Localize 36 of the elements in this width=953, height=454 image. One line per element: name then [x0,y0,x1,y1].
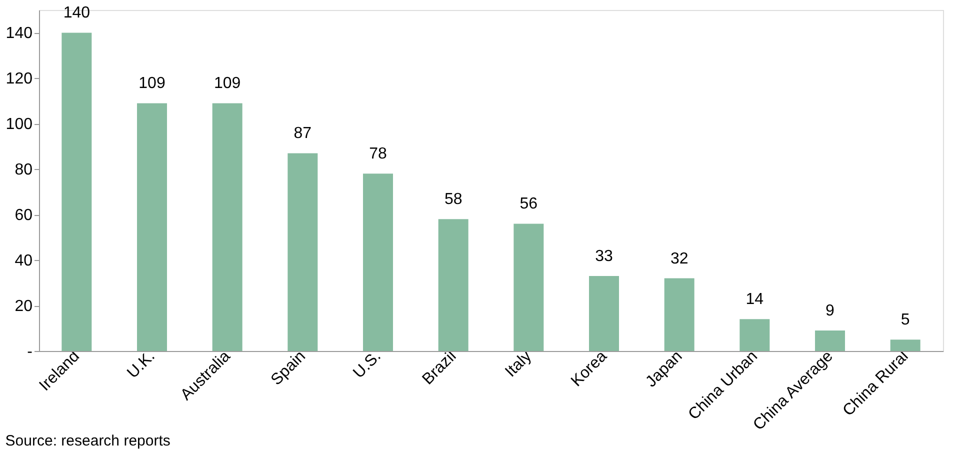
data-label: 33 [595,248,613,265]
bar [212,103,242,351]
source-note: Source: research reports [5,432,170,450]
x-tick-label: U.K. [124,348,158,382]
bar [363,174,393,351]
y-tick-label: 120 [6,70,33,88]
bar [815,330,845,351]
bar [664,278,694,351]
bar [137,103,167,351]
x-tick-label: Italy [502,348,536,381]
data-label: 78 [369,146,387,163]
data-label: 9 [826,302,835,320]
data-label: 109 [214,75,241,92]
y-tick-label: 20 [14,298,33,316]
bar [589,276,619,351]
data-label: 32 [670,250,688,268]
bar [62,32,92,351]
y-tick-label: 100 [6,116,33,134]
bar [514,224,544,351]
data-label: 14 [746,291,764,308]
data-label: 140 [63,4,90,22]
bar [288,153,318,351]
data-label: 5 [900,312,910,329]
bar [740,319,770,351]
x-tick-label: U.S. [350,348,384,382]
data-label: 58 [444,191,462,208]
y-tick-label: 140 [6,25,33,42]
data-label: 87 [294,125,312,142]
y-tick-label: - [27,344,32,360]
bar [438,219,468,351]
y-tick-label: 80 [14,162,33,179]
y-tick-label: 60 [14,207,33,224]
y-tick-label: 40 [14,252,33,270]
data-label: 56 [520,196,538,213]
data-label: 109 [138,75,166,92]
bar [890,340,920,351]
